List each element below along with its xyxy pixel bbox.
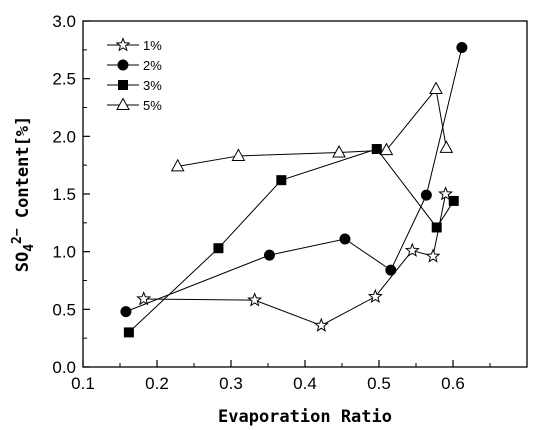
legend-entry: 2% (107, 58, 162, 73)
data-point (404, 242, 420, 257)
legend-marker (115, 37, 131, 52)
y-tick-label: 1.5 (52, 185, 76, 204)
data-point (431, 222, 442, 233)
x-tick-label: 0.4 (293, 374, 317, 393)
y-axis-title: SO42− Content[%] (10, 116, 37, 273)
data-point (263, 249, 275, 261)
data-point (170, 158, 185, 172)
series-line (143, 193, 447, 327)
y-axis-title-base: SO (13, 252, 33, 272)
axes: 0.1 0.2 0.3 0.4 0.5 0.6 0.0 0.5 1.0 1.5 2.0 2.5 3.0 (52, 12, 528, 393)
x-tick-label: 0.1 (71, 374, 95, 393)
series-2 (120, 42, 468, 318)
series-3 (123, 144, 459, 338)
y-axis-title-rest: Content[%] (13, 116, 33, 229)
data-point (438, 186, 454, 201)
data-point (379, 142, 394, 156)
y-tick-label: 2.0 (52, 127, 76, 146)
data-point (339, 233, 351, 245)
legend-label: 2% (143, 58, 162, 73)
x-axis-title: Evaporation Ratio (218, 407, 392, 427)
legend-entry: 5% (107, 97, 162, 113)
series-1 (136, 186, 454, 332)
data-point (429, 81, 443, 95)
y-tick-label: 1.0 (52, 243, 76, 262)
data-point (448, 195, 459, 206)
plot-area (120, 42, 468, 338)
y-tick-label: 2.5 (52, 70, 76, 89)
x-tick-label: 0.2 (145, 374, 169, 393)
data-point (120, 306, 132, 318)
data-point (123, 327, 134, 338)
legend-label: 5% (143, 98, 162, 113)
legend-marker (117, 59, 129, 71)
x-tick-label: 0.6 (441, 374, 465, 393)
y-tick-label: 0.5 (52, 300, 76, 319)
data-point (420, 189, 432, 201)
series-4 (170, 81, 454, 172)
data-point (231, 148, 246, 161)
y-axis-title-superscript: 2− (10, 228, 25, 244)
series-line (177, 87, 447, 167)
legend-label: 1% (143, 38, 162, 53)
data-point (276, 175, 287, 186)
data-point (136, 291, 152, 306)
data-point (332, 144, 346, 158)
x-tick-label: 0.5 (367, 374, 391, 393)
y-axis-title-subscript: 4 (22, 244, 37, 252)
data-point (367, 288, 383, 304)
data-point (385, 264, 397, 276)
y-tick-label: 3.0 (52, 12, 76, 31)
legend-label: 3% (143, 78, 162, 93)
legend-entry: 3% (107, 78, 162, 93)
series-line (125, 47, 463, 313)
data-point (213, 243, 224, 254)
data-point (247, 292, 263, 307)
data-point (425, 248, 441, 263)
data-point (313, 317, 329, 332)
legend: 1% 2% 3% 5% (107, 37, 162, 113)
x-tick-label: 0.3 (219, 374, 243, 393)
legend-marker (118, 80, 128, 90)
y-tick-label: 0.0 (52, 358, 76, 377)
data-point (456, 42, 468, 54)
legend-marker (116, 97, 130, 110)
legend-entry: 1% (107, 37, 162, 53)
data-point (371, 144, 382, 155)
data-point (439, 140, 454, 153)
